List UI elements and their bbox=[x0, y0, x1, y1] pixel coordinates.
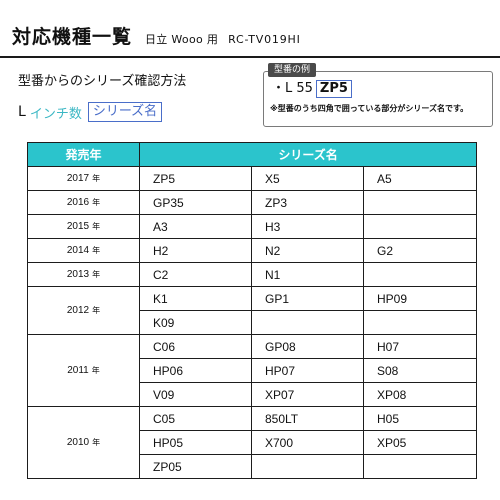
series-cell bbox=[362, 454, 478, 479]
year-value: 2017 bbox=[66, 173, 90, 184]
product-subtitle: 日立 Wooo 用 RC-TV019HI bbox=[145, 33, 301, 47]
table-row: 2010 年 C05 850LT H05 bbox=[27, 406, 478, 479]
example-note: ※型番のうち四角で囲っている部分がシリーズ名です。 bbox=[270, 104, 469, 113]
year-unit: 年 bbox=[92, 270, 101, 279]
series-cell: X700 bbox=[251, 430, 364, 455]
series-cell: HP07 bbox=[251, 358, 364, 383]
series-cell: G2 bbox=[362, 238, 478, 263]
year-cell: 2017 年 bbox=[27, 166, 140, 191]
model-notation: L インチ数 シリーズ名 bbox=[18, 101, 163, 123]
method-heading: 型番からのシリーズ確認方法 bbox=[18, 74, 187, 89]
series-cell bbox=[362, 262, 478, 287]
table-row: HP06 HP07 S08 bbox=[28, 358, 478, 383]
series-cell bbox=[362, 310, 478, 335]
year-unit: 年 bbox=[92, 306, 101, 315]
series-cell: X5 bbox=[251, 166, 364, 191]
title-divider bbox=[0, 56, 500, 58]
series-cell: HP09 bbox=[362, 286, 478, 311]
table-row: 2017 年 ZP5 X5 A5 bbox=[27, 166, 478, 191]
year-unit: 年 bbox=[91, 366, 100, 375]
header: 対応機種一覧 日立 Wooo 用 RC-TV019HI bbox=[0, 0, 500, 60]
year-unit: 年 bbox=[92, 246, 101, 255]
table-row: 2013 年 C2 N1 bbox=[27, 262, 478, 287]
series-cell: XP07 bbox=[251, 382, 364, 407]
series-cell: 850LT bbox=[251, 406, 364, 431]
table-row: 2015 年 A3 H3 bbox=[27, 214, 478, 239]
year-value: 2012 bbox=[66, 305, 90, 316]
example-series-box: ZP5 bbox=[315, 80, 352, 98]
series-cell bbox=[251, 454, 364, 479]
year-value: 2014 bbox=[66, 245, 90, 256]
year-cell: 2016 年 bbox=[27, 190, 140, 215]
series-cell: GP1 bbox=[251, 286, 364, 311]
year-value: 2011 bbox=[67, 365, 89, 376]
year-cell: 2010 年 bbox=[27, 406, 140, 479]
series-cell bbox=[362, 214, 478, 239]
series-cell: HP05 bbox=[139, 430, 252, 455]
table-header-row: 発売年 シリーズ名 bbox=[27, 142, 478, 167]
table-row: 2011 年 C06 GP08 H07 bbox=[27, 334, 478, 407]
series-cell: H07 bbox=[362, 334, 478, 359]
year-unit: 年 bbox=[92, 438, 101, 447]
table-row: 2016 年 GP35 ZP3 bbox=[27, 190, 478, 215]
series-cell: N2 bbox=[251, 238, 364, 263]
series-cell: H05 bbox=[362, 406, 478, 431]
model-number: RC-TV019HI bbox=[228, 33, 301, 46]
series-cell: V09 bbox=[139, 382, 252, 407]
page-title: 対応機種一覧 bbox=[12, 26, 133, 48]
example-model: ・L 55 ZP5 bbox=[272, 80, 352, 98]
table-row: 2014 年 H2 N2 G2 bbox=[27, 238, 478, 263]
series-cell bbox=[362, 190, 478, 215]
series-cell: HP06 bbox=[139, 358, 252, 383]
year-cell: 2011 年 bbox=[27, 334, 140, 407]
year-unit: 年 bbox=[92, 198, 101, 207]
table-row: ZP05 bbox=[28, 454, 478, 479]
compatibility-table: 発売年 シリーズ名 2017 年 ZP5 X5 A5 2016 年 GP35 ZP3 2015 年 A… bbox=[27, 142, 478, 479]
year-value: 2010 bbox=[66, 437, 90, 448]
notation-series-box: シリーズ名 bbox=[87, 102, 163, 122]
table-body: 2017 年 ZP5 X5 A5 2016 年 GP35 ZP3 2015 年 A3 H3 2014 年 H2… bbox=[27, 166, 478, 479]
series-cell: N1 bbox=[251, 262, 364, 287]
year-unit: 年 bbox=[92, 174, 101, 183]
series-cell: C06 bbox=[139, 334, 252, 359]
notation-inch: インチ数 bbox=[29, 106, 82, 122]
year-value: 2013 bbox=[66, 269, 90, 280]
series-cell: ZP5 bbox=[139, 166, 252, 191]
series-cell: A3 bbox=[139, 214, 252, 239]
series-cell: K1 bbox=[139, 286, 252, 311]
table-row: HP05 X700 XP05 bbox=[28, 430, 478, 455]
year-cell: 2012 年 bbox=[27, 286, 140, 335]
year-value: 2015 bbox=[66, 221, 90, 232]
series-cell: A5 bbox=[362, 166, 478, 191]
series-cell: XP08 bbox=[362, 382, 478, 407]
series-cell: XP05 bbox=[362, 430, 478, 455]
series-cell: C05 bbox=[139, 406, 252, 431]
series-cell: GP08 bbox=[251, 334, 364, 359]
series-cell: C2 bbox=[139, 262, 252, 287]
series-cell bbox=[251, 310, 364, 335]
series-cell: H2 bbox=[139, 238, 252, 263]
notation-letter: L bbox=[18, 104, 26, 120]
example-panel bbox=[263, 71, 493, 127]
series-column-header: シリーズ名 bbox=[138, 142, 478, 167]
series-cell: H3 bbox=[251, 214, 364, 239]
series-cell: ZP3 bbox=[251, 190, 364, 215]
table-row: 2012 年 K1 GP1 HP09 bbox=[27, 286, 478, 335]
example-tag: 型番の例 bbox=[268, 63, 317, 77]
year-cell: 2013 年 bbox=[27, 262, 140, 287]
example-prefix: ・L 55 bbox=[272, 81, 313, 96]
year-unit: 年 bbox=[92, 222, 101, 231]
series-cell: K09 bbox=[139, 310, 252, 335]
series-cell: GP35 bbox=[139, 190, 252, 215]
brand-label: 日立 Wooo 用 bbox=[145, 33, 219, 46]
year-column-header: 発売年 bbox=[27, 142, 140, 167]
year-value: 2016 bbox=[66, 197, 90, 208]
series-cell: S08 bbox=[362, 358, 478, 383]
year-cell: 2015 年 bbox=[27, 214, 140, 239]
year-cell: 2014 年 bbox=[27, 238, 140, 263]
series-cell: ZP05 bbox=[139, 454, 252, 479]
